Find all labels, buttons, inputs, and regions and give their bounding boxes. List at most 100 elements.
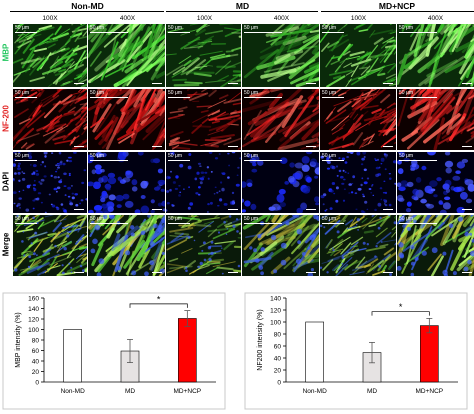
mag-label-400x: 400X [427, 15, 444, 22]
scale-bar-label: 50 μm [15, 153, 29, 159]
scale-bar-label: 50 μm [168, 216, 182, 222]
mag-label-400x: 400X [119, 15, 136, 22]
mag-label-400x: 400X [273, 15, 290, 22]
scale-bar-corner [228, 209, 238, 210]
scale-bar-label: 50 μm [399, 216, 413, 222]
nf200-y-tick-label: 20 [274, 368, 282, 375]
nf200-chart-frame [244, 292, 468, 410]
group-separator [10, 11, 164, 12]
scale-bar-corner [306, 272, 316, 273]
nf200-y-tick-label: 60 [274, 344, 282, 351]
nf200-bar-md-ncp [420, 325, 439, 383]
nf200-x-tick-label: MD+NCP [416, 388, 444, 395]
micrograph-merge-non-md-100x: 50 μm [13, 215, 87, 276]
scale-bar-label: 50 μm [244, 90, 258, 96]
scale-bar-corner [462, 146, 472, 147]
scale-bar-label: 50 μm [90, 216, 104, 222]
scale-bar-corner [306, 209, 316, 210]
mbp-y-tick-label: 0 [35, 380, 39, 387]
row-label-dapi: DAPI [1, 171, 11, 192]
nf200-y-tick-label: 40 [274, 356, 282, 363]
mbp-y-tick-label: 60 [32, 348, 40, 355]
mbp-intensity-chart: 0 20 40 60 80 100 120 140 160 MBP intensity (%) No… [2, 292, 226, 410]
scale-bar [322, 32, 344, 34]
scale-bar-corner [462, 83, 472, 84]
nf200-x-tick-label: Non-MD [303, 388, 328, 395]
scale-bar-corner [74, 146, 84, 147]
scale-bar-corner [152, 209, 162, 210]
scale-bar [399, 97, 437, 99]
mbp-y-tick-label: 80 [32, 338, 40, 345]
group-separator [321, 11, 474, 12]
scale-bar-corner [306, 83, 316, 84]
micrograph-nf200-md-400x: 50 μm [242, 89, 319, 150]
scale-bar [168, 32, 190, 34]
micrograph-nf200-non-md-100x: 50 μm [13, 89, 87, 150]
micrograph-grid: 50 μm 50 μm 50 μm 50 μm 50 μm 50 μm 50 μm 50 μm… [13, 24, 474, 276]
scale-bar [322, 160, 344, 162]
scale-bar [168, 223, 190, 225]
scale-bar-label: 50 μm [322, 216, 336, 222]
nf200-intensity-chart: 0 20 40 60 80 100 120 140 NF200 intensity (%) Non… [244, 292, 468, 410]
nf200-x-tick-label: MD [367, 388, 377, 395]
mbp-x-tick-label: Non-MD [61, 388, 86, 395]
scale-bar-corner [383, 83, 393, 84]
scale-bar-label: 50 μm [15, 90, 29, 96]
scale-bar-corner [462, 272, 472, 273]
micrograph-dapi-md-100x: 50 μm [166, 152, 241, 213]
scale-bar [244, 223, 282, 225]
scale-bar-label: 50 μm [244, 216, 258, 222]
scale-bar [15, 160, 37, 162]
scale-bar [90, 160, 128, 162]
scale-bar-corner [228, 146, 238, 147]
scale-bar [15, 32, 37, 34]
nf200-y-tick-label: 140 [270, 296, 281, 303]
scale-bar [168, 160, 190, 162]
row-label-merge: Merge [1, 232, 11, 257]
scale-bar-corner [152, 83, 162, 84]
scale-bar-corner [306, 146, 316, 147]
scale-bar [244, 160, 282, 162]
scale-bar-label: 50 μm [322, 25, 336, 31]
scale-bar [399, 223, 437, 225]
micrograph-mbp-non-md-400x: 50 μm [88, 24, 165, 87]
scale-bar-label: 50 μm [244, 153, 258, 159]
micrograph-dapi-md-ncp-400x: 50 μm [397, 152, 474, 213]
mbp-y-tick-label: 20 [32, 369, 40, 376]
scale-bar-label: 50 μm [399, 25, 413, 31]
row-label-nf200: NF-200 [1, 105, 11, 132]
scale-bar [15, 223, 37, 225]
mbp-x-tick-label: MD [125, 388, 135, 395]
nf200-y-tick-label: 80 [274, 332, 282, 339]
scale-bar [399, 160, 437, 162]
micrograph-merge-md-ncp-400x: 50 μm [397, 215, 474, 276]
nf200-significance-star: * [399, 302, 403, 312]
nf200-significance-bracket [371, 311, 430, 316]
mbp-y-tick-label: 120 [28, 317, 39, 324]
micrograph-dapi-non-md-100x: 50 μm [13, 152, 87, 213]
group-title-non-md: Non-MD [71, 1, 104, 11]
micrograph-dapi-md-400x: 50 μm [242, 152, 319, 213]
mbp-bar-non-md [63, 329, 82, 383]
scale-bar-label: 50 μm [168, 90, 182, 96]
scale-bar-label: 50 μm [90, 153, 104, 159]
mag-label-100x: 100X [196, 15, 213, 22]
micrograph-nf200-md-ncp-100x: 50 μm [320, 89, 396, 150]
scale-bar [90, 97, 128, 99]
scale-bar [244, 97, 282, 99]
scale-bar-label: 50 μm [244, 25, 258, 31]
mag-label-100x: 100X [42, 15, 58, 22]
nf200-y-axis-label: NF200 intensity (%) [257, 309, 264, 370]
scale-bar [322, 223, 344, 225]
scale-bar [322, 97, 344, 99]
scale-bar-label: 50 μm [322, 153, 336, 159]
scale-bar-label: 50 μm [322, 90, 336, 96]
scale-bar-corner [228, 272, 238, 273]
mbp-x-tick-label: MD+NCP [174, 388, 202, 395]
micrograph-mbp-md-ncp-400x: 50 μm [397, 24, 474, 87]
mbp-y-tick-label: 100 [28, 327, 39, 334]
scale-bar-corner [74, 209, 84, 210]
row-label-mbp: MBP [1, 43, 11, 62]
micrograph-merge-md-400x: 50 μm [242, 215, 319, 276]
scale-bar-label: 50 μm [15, 216, 29, 222]
